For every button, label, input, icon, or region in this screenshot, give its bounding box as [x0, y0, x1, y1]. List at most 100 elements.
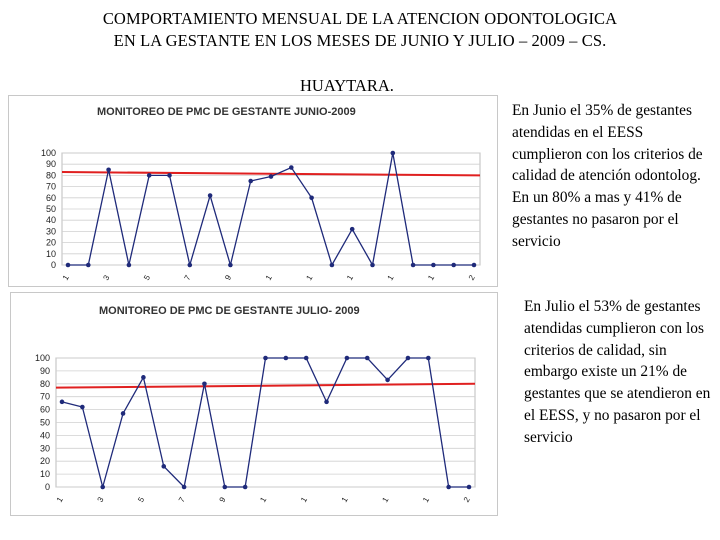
- chart-june-panel: MONITOREO DE PMC DE GESTANTE JUNIO-2009 0…: [8, 95, 498, 287]
- y-tick-label: 80: [40, 379, 50, 389]
- data-point: [167, 173, 172, 178]
- data-point: [222, 484, 228, 490]
- data-point: [451, 262, 457, 268]
- data-point: [248, 178, 253, 184]
- y-tick-label: 70: [46, 182, 56, 192]
- x-tick-label: 1: [264, 273, 274, 282]
- data-point: [466, 484, 472, 490]
- chart-title: MONITOREO DE PMC DE GESTANTE JULIO- 2009: [99, 305, 360, 317]
- x-tick-label: 9: [218, 495, 228, 504]
- data-point: [385, 377, 390, 383]
- page-subtitle: HUAYTARA.: [300, 76, 394, 95]
- data-point: [146, 173, 152, 178]
- y-tick-label: 20: [40, 456, 50, 466]
- y-tick-label: 10: [40, 469, 50, 479]
- x-tick-label: 7: [183, 273, 193, 282]
- data-point: [141, 375, 146, 380]
- chart-july: MONITOREO DE PMC DE GESTANTE JULIO- 2009…: [35, 305, 476, 504]
- data-point: [370, 262, 375, 268]
- x-tick-label: 1: [345, 273, 355, 282]
- data-point: [181, 484, 187, 490]
- y-tick-label: 60: [40, 405, 50, 415]
- data-point: [446, 484, 451, 490]
- data-point: [344, 355, 350, 361]
- x-tick-label: 1: [421, 495, 431, 504]
- x-tick-label: 1: [55, 495, 65, 504]
- june-note: En Junio el 35% de gestantes atendidas e…: [512, 102, 703, 250]
- x-tick-label: 1: [258, 495, 268, 504]
- data-point: [471, 262, 477, 268]
- x-tick-label: 1: [340, 495, 350, 504]
- x-tick-label: 1: [380, 495, 390, 504]
- y-tick-label: 70: [40, 392, 50, 402]
- data-point: [431, 262, 436, 268]
- x-tick-label: 5: [142, 273, 152, 282]
- data-point: [263, 355, 268, 361]
- y-tick-label: 10: [46, 249, 56, 259]
- data-point: [126, 262, 132, 268]
- y-tick-label: 90: [40, 366, 50, 376]
- x-tick-label: 2: [462, 495, 472, 504]
- title-line-1: COMPORTAMIENTO MENSUAL DE LA ATENCION OD…: [102, 9, 618, 28]
- x-tick-label: 5: [136, 495, 146, 504]
- data-point: [390, 150, 396, 156]
- data-point: [228, 262, 233, 268]
- y-tick-label: 80: [46, 170, 56, 180]
- y-tick-label: 100: [41, 148, 56, 158]
- data-point: [106, 167, 111, 173]
- x-tick-label: 1: [426, 273, 436, 282]
- data-point: [329, 262, 335, 268]
- y-tick-label: 20: [46, 238, 56, 248]
- data-point: [161, 464, 167, 469]
- y-tick-label: 30: [46, 226, 56, 236]
- reference-line: [61, 171, 481, 177]
- data-point: [202, 381, 207, 387]
- data-point: [187, 262, 193, 268]
- page-title: COMPORTAMIENTO MENSUAL DE LA ATENCION OD…: [0, 8, 720, 52]
- y-tick-label: 50: [40, 418, 50, 428]
- y-tick-label: 40: [46, 215, 56, 225]
- x-tick-label: 1: [386, 273, 396, 282]
- y-tick-label: 50: [46, 204, 56, 214]
- x-tick-label: 3: [101, 273, 111, 282]
- data-point: [289, 165, 294, 170]
- x-tick-label: 1: [304, 273, 314, 282]
- data-point: [120, 411, 126, 416]
- y-tick-label: 90: [46, 159, 56, 169]
- x-tick-label: 1: [61, 273, 71, 282]
- x-tick-label: 3: [96, 495, 106, 504]
- chart-july-panel: MONITOREO DE PMC DE GESTANTE JULIO- 2009…: [10, 292, 498, 516]
- title-line-2: EN LA GESTANTE EN LOS MESES DE JUNIO Y J…: [113, 31, 607, 50]
- data-point: [86, 262, 91, 268]
- data-point: [309, 195, 314, 201]
- data-point: [426, 355, 431, 361]
- y-tick-label: 60: [46, 193, 56, 203]
- data-point: [324, 399, 329, 405]
- chart-june: MONITOREO DE PMC DE GESTANTE JUNIO-2009 0…: [41, 106, 481, 282]
- data-point: [100, 484, 105, 490]
- data-point: [349, 226, 355, 232]
- y-tick-label: 0: [51, 260, 56, 270]
- y-tick-label: 0: [45, 482, 50, 492]
- y-tick-label: 30: [40, 443, 50, 453]
- y-tick-label: 100: [35, 353, 50, 363]
- data-point: [364, 355, 370, 361]
- july-note: En Julio el 53% de gestantes atendidas c…: [524, 298, 711, 446]
- data-point: [283, 355, 289, 361]
- data-point: [65, 262, 71, 268]
- x-tick-label: 2: [467, 273, 477, 282]
- y-tick-label: 40: [40, 430, 50, 440]
- reference-line: [55, 382, 476, 389]
- data-point: [268, 174, 274, 179]
- data-point: [405, 355, 411, 361]
- chart-title: MONITOREO DE PMC DE GESTANTE JUNIO-2009: [97, 106, 356, 118]
- data-point: [80, 404, 85, 410]
- data-point: [303, 355, 309, 361]
- x-tick-label: 9: [223, 273, 233, 282]
- data-point: [410, 262, 416, 268]
- x-tick-label: 1: [299, 495, 309, 504]
- data-point: [207, 193, 213, 198]
- data-point: [242, 484, 248, 490]
- x-tick-label: 7: [177, 495, 187, 504]
- data-point: [59, 399, 65, 405]
